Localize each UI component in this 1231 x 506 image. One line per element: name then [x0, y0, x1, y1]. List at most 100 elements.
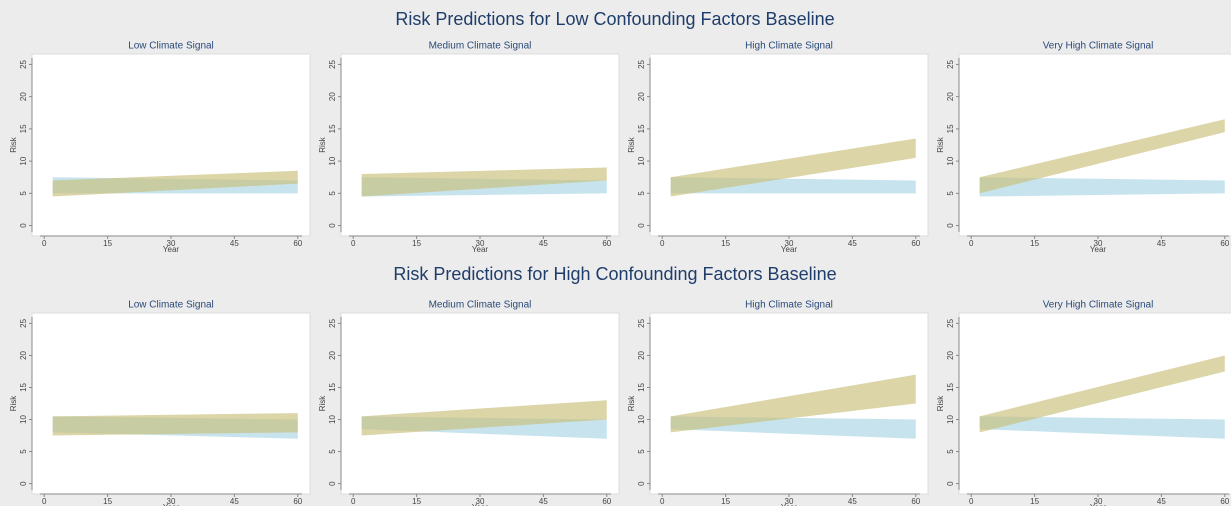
x-tick-label: 60	[293, 239, 302, 248]
x-tick-label: 30	[1094, 497, 1103, 506]
x-tick-label: 15	[721, 497, 730, 506]
panel: Low Climate Signal 0 5 10 15 20 25 0 15 30 45 60 Yea…	[9, 41, 311, 254]
y-tick-label: 10	[19, 156, 28, 165]
y-tick-label: 5	[328, 191, 337, 196]
panel-title: Very High Climate Signal	[1043, 41, 1154, 52]
y-axis-label: Risk	[318, 136, 327, 153]
band	[670, 374, 916, 433]
x-tick-label: 60	[293, 497, 302, 506]
x-tick-label: 15	[412, 497, 421, 506]
x-axis-label: Year	[781, 503, 798, 506]
x-tick-label: 15	[721, 239, 730, 248]
y-tick-label: 0	[946, 481, 955, 486]
y-tick-label: 25	[637, 59, 646, 68]
x-tick-label: 30	[476, 497, 485, 506]
x-tick-label: 60	[1220, 497, 1229, 506]
x-tick-label: 30	[1094, 239, 1103, 248]
y-tick-label: 15	[637, 382, 646, 391]
y-tick-label: 0	[946, 223, 955, 228]
y-tick-label: 25	[328, 318, 337, 327]
y-tick-label: 15	[946, 124, 955, 133]
y-tick-label: 0	[19, 223, 28, 228]
x-tick-label: 0	[660, 497, 665, 506]
y-tick-label: 5	[328, 449, 337, 454]
y-tick-label: 15	[637, 124, 646, 133]
y-tick-label: 10	[328, 415, 337, 424]
y-tick-label: 25	[637, 318, 646, 327]
x-tick-label: 15	[103, 497, 112, 506]
y-tick-label: 5	[637, 191, 646, 196]
y-tick-label: 15	[328, 124, 337, 133]
y-tick-label: 20	[328, 92, 337, 101]
y-axis-label: Risk	[627, 136, 636, 153]
y-axis-label: Risk	[627, 395, 636, 412]
x-tick-label: 45	[848, 239, 857, 248]
y-tick-label: 0	[637, 481, 646, 486]
y-tick-label: 10	[328, 156, 337, 165]
x-tick-label: 0	[660, 239, 665, 248]
panel: Very High Climate Signal 0 5 10 15 20 25 0 15 30 4…	[936, 41, 1231, 254]
x-tick-label: 30	[167, 497, 176, 506]
band	[52, 413, 298, 436]
panel-title: Low Climate Signal	[128, 41, 214, 52]
y-tick-label: 25	[19, 59, 28, 68]
band	[670, 138, 916, 197]
y-tick-label: 20	[946, 350, 955, 359]
x-tick-label: 60	[911, 497, 920, 506]
x-tick-label: 60	[602, 239, 611, 248]
panel-title: Low Climate Signal	[128, 300, 214, 311]
x-tick-label: 60	[1220, 239, 1229, 248]
x-axis-label: Year	[163, 245, 180, 254]
y-tick-label: 0	[637, 223, 646, 228]
y-axis-label: Risk	[318, 395, 327, 412]
y-tick-label: 15	[19, 124, 28, 133]
x-tick-label: 0	[351, 497, 356, 506]
x-tick-label: 45	[1157, 497, 1166, 506]
x-tick-label: 15	[103, 239, 112, 248]
band	[361, 400, 607, 436]
panel: High Climate Signal 0 5 10 15 20 25 0 15 30 45 60 Ye…	[627, 300, 929, 506]
y-tick-label: 25	[946, 59, 955, 68]
y-tick-label: 20	[328, 350, 337, 359]
x-axis-label: Year	[1090, 503, 1107, 506]
band	[52, 170, 298, 197]
y-tick-label: 5	[637, 449, 646, 454]
y-tick-label: 0	[328, 481, 337, 486]
x-tick-label: 30	[476, 239, 485, 248]
x-tick-label: 15	[412, 239, 421, 248]
y-axis-label: Risk	[9, 395, 18, 412]
band	[979, 416, 1225, 439]
x-tick-label: 30	[785, 497, 794, 506]
band	[979, 177, 1225, 197]
x-tick-label: 15	[1030, 497, 1039, 506]
x-tick-label: 0	[969, 239, 974, 248]
y-tick-label: 5	[19, 449, 28, 454]
panel-title: Very High Climate Signal	[1043, 300, 1154, 311]
panel-title: High Climate Signal	[745, 41, 833, 52]
plot-area	[31, 53, 311, 237]
y-tick-label: 5	[19, 191, 28, 196]
y-tick-label: 15	[946, 382, 955, 391]
y-tick-label: 10	[19, 415, 28, 424]
plot-area	[31, 312, 311, 495]
x-tick-label: 15	[1030, 239, 1039, 248]
y-tick-label: 5	[946, 449, 955, 454]
y-axis-label: Risk	[936, 395, 945, 412]
y-tick-label: 25	[328, 59, 337, 68]
y-tick-label: 15	[328, 382, 337, 391]
x-tick-label: 45	[539, 239, 548, 248]
x-tick-label: 0	[969, 497, 974, 506]
x-axis-label: Year	[472, 503, 489, 506]
plot-area	[958, 53, 1231, 237]
band	[979, 355, 1225, 433]
x-tick-label: 0	[42, 497, 47, 506]
y-tick-label: 20	[637, 350, 646, 359]
y-tick-label: 10	[637, 415, 646, 424]
x-tick-label: 30	[785, 239, 794, 248]
y-tick-label: 20	[19, 92, 28, 101]
x-tick-label: 0	[351, 239, 356, 248]
y-tick-label: 20	[637, 92, 646, 101]
plot-area	[340, 53, 620, 237]
y-tick-label: 10	[637, 156, 646, 165]
